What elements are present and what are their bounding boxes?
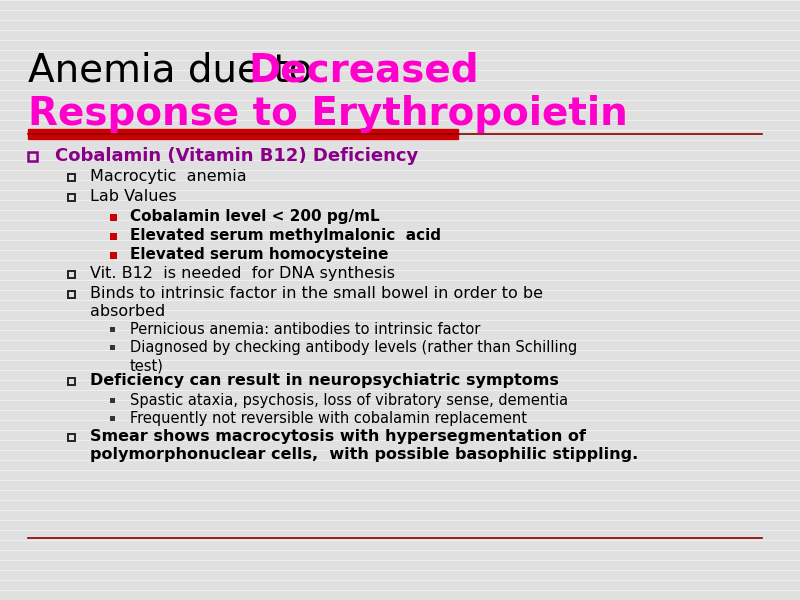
Bar bbox=[28, 152, 37, 161]
Bar bbox=[68, 271, 75, 278]
Bar bbox=[110, 233, 117, 239]
Text: Pernicious anemia: antibodies to intrinsic factor: Pernicious anemia: antibodies to intrins… bbox=[130, 322, 480, 337]
Text: Frequently not reversible with cobalamin replacement: Frequently not reversible with cobalamin… bbox=[130, 410, 527, 425]
Text: Lab Values: Lab Values bbox=[90, 189, 177, 204]
Text: Elevated serum methylmalonic  acid: Elevated serum methylmalonic acid bbox=[130, 228, 441, 243]
Bar bbox=[28, 129, 458, 139]
Text: Diagnosed by checking antibody levels (rather than Schilling
test): Diagnosed by checking antibody levels (r… bbox=[130, 340, 578, 373]
Bar bbox=[110, 416, 115, 421]
Bar bbox=[68, 194, 75, 201]
Text: Spastic ataxia, psychosis, loss of vibratory sense, dementia: Spastic ataxia, psychosis, loss of vibra… bbox=[130, 392, 568, 407]
Bar bbox=[68, 434, 75, 440]
Text: Vit. B12  is needed  for DNA synthesis: Vit. B12 is needed for DNA synthesis bbox=[90, 266, 395, 281]
Bar bbox=[68, 377, 75, 385]
Text: Binds to intrinsic factor in the small bowel in order to be
absorbed: Binds to intrinsic factor in the small b… bbox=[90, 286, 543, 319]
Text: Smear shows macrocytosis with hypersegmentation of
polymorphonuclear cells,  wit: Smear shows macrocytosis with hypersegme… bbox=[90, 428, 638, 461]
Text: Response to Erythropoietin: Response to Erythropoietin bbox=[28, 95, 628, 133]
Bar bbox=[110, 398, 115, 403]
Bar bbox=[110, 214, 117, 221]
Bar bbox=[68, 291, 75, 298]
Text: Cobalamin (Vitamin B12) Deficiency: Cobalamin (Vitamin B12) Deficiency bbox=[55, 147, 418, 165]
Bar bbox=[110, 345, 115, 350]
Text: Cobalamin level < 200 pg/mL: Cobalamin level < 200 pg/mL bbox=[130, 209, 380, 224]
Text: Decreased: Decreased bbox=[248, 52, 478, 90]
Text: Anemia due to: Anemia due to bbox=[28, 52, 325, 90]
Bar bbox=[110, 327, 115, 332]
Text: Macrocytic  anemia: Macrocytic anemia bbox=[90, 169, 246, 184]
Bar bbox=[110, 251, 117, 259]
Bar bbox=[68, 174, 75, 181]
Text: Elevated serum homocysteine: Elevated serum homocysteine bbox=[130, 247, 389, 262]
Text: Deficiency can result in neuropsychiatric symptoms: Deficiency can result in neuropsychiatri… bbox=[90, 373, 559, 388]
